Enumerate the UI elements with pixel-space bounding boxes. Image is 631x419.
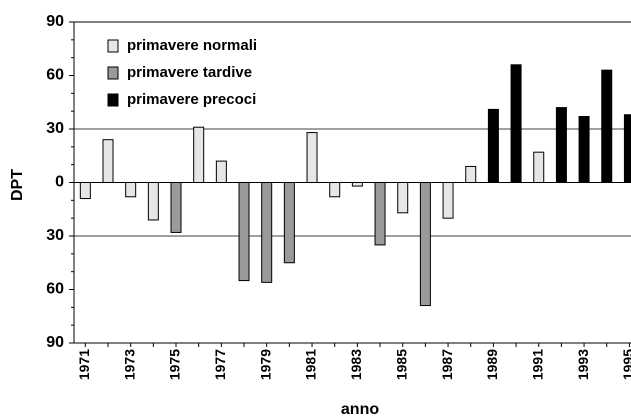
y-tick-label: 30 (46, 120, 64, 137)
bar (442, 182, 454, 219)
bar (125, 182, 137, 198)
x-tick-label: 1977 (212, 349, 228, 380)
x-tick-label: 1975 (167, 349, 183, 380)
bar (283, 182, 295, 264)
x-tick-label: 1987 (439, 349, 455, 380)
bar (193, 126, 205, 183)
bar (601, 69, 613, 183)
x-tick-label: 1991 (529, 349, 545, 380)
legend-swatch (107, 39, 119, 53)
bar (465, 165, 477, 183)
y-tick-label: 90 (46, 13, 64, 30)
x-tick-label: 1985 (393, 349, 409, 380)
bar (419, 182, 431, 307)
bar (79, 182, 91, 200)
x-tick-label: 1989 (484, 349, 500, 380)
bar (351, 182, 363, 187)
bar (623, 114, 631, 183)
y-axis-title: DPT (9, 169, 26, 201)
x-tick-label: 1983 (348, 349, 364, 380)
x-tick-label: 1993 (575, 349, 591, 380)
bar (487, 108, 499, 183)
x-tick-label: 1971 (76, 349, 92, 380)
legend-swatch (107, 66, 119, 80)
y-tick-label: 30 (46, 227, 64, 244)
bar (397, 182, 409, 214)
bar (578, 116, 590, 183)
x-tick-label: 1981 (303, 349, 319, 380)
bar (329, 182, 341, 198)
x-axis-title: anno (341, 401, 379, 418)
y-tick-label: 0 (55, 174, 64, 191)
bar (170, 182, 182, 233)
x-tick-label: 1973 (121, 349, 137, 380)
legend-label: primavere precoci (127, 91, 256, 108)
legend-label: primavere normali (127, 37, 257, 54)
y-tick-label: 60 (46, 67, 64, 84)
bar (510, 64, 522, 183)
bar (261, 182, 273, 283)
bar (102, 139, 114, 183)
y-tick-label: 60 (46, 281, 64, 298)
bar (306, 132, 318, 183)
legend-label: primavere tardive (127, 64, 252, 81)
bar (533, 151, 545, 183)
y-tick-label: 90 (46, 334, 64, 351)
bar (215, 160, 227, 184)
x-tick-label: 1995 (620, 349, 631, 380)
bar (555, 107, 567, 183)
x-tick-label: 1979 (257, 349, 273, 380)
bar (374, 182, 386, 246)
legend-swatch (107, 93, 119, 107)
bar (147, 182, 159, 221)
bar (238, 182, 250, 282)
